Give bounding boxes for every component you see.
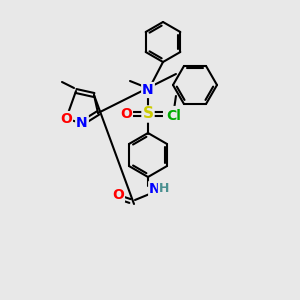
- Text: N: N: [149, 182, 161, 196]
- Text: N: N: [76, 116, 88, 130]
- Text: S: S: [142, 106, 154, 122]
- Text: Cl: Cl: [167, 109, 182, 123]
- Text: O: O: [164, 107, 176, 121]
- Text: O: O: [112, 188, 124, 202]
- Text: H: H: [159, 182, 169, 196]
- Text: O: O: [120, 107, 132, 121]
- Text: O: O: [60, 112, 72, 126]
- Text: N: N: [142, 83, 154, 97]
